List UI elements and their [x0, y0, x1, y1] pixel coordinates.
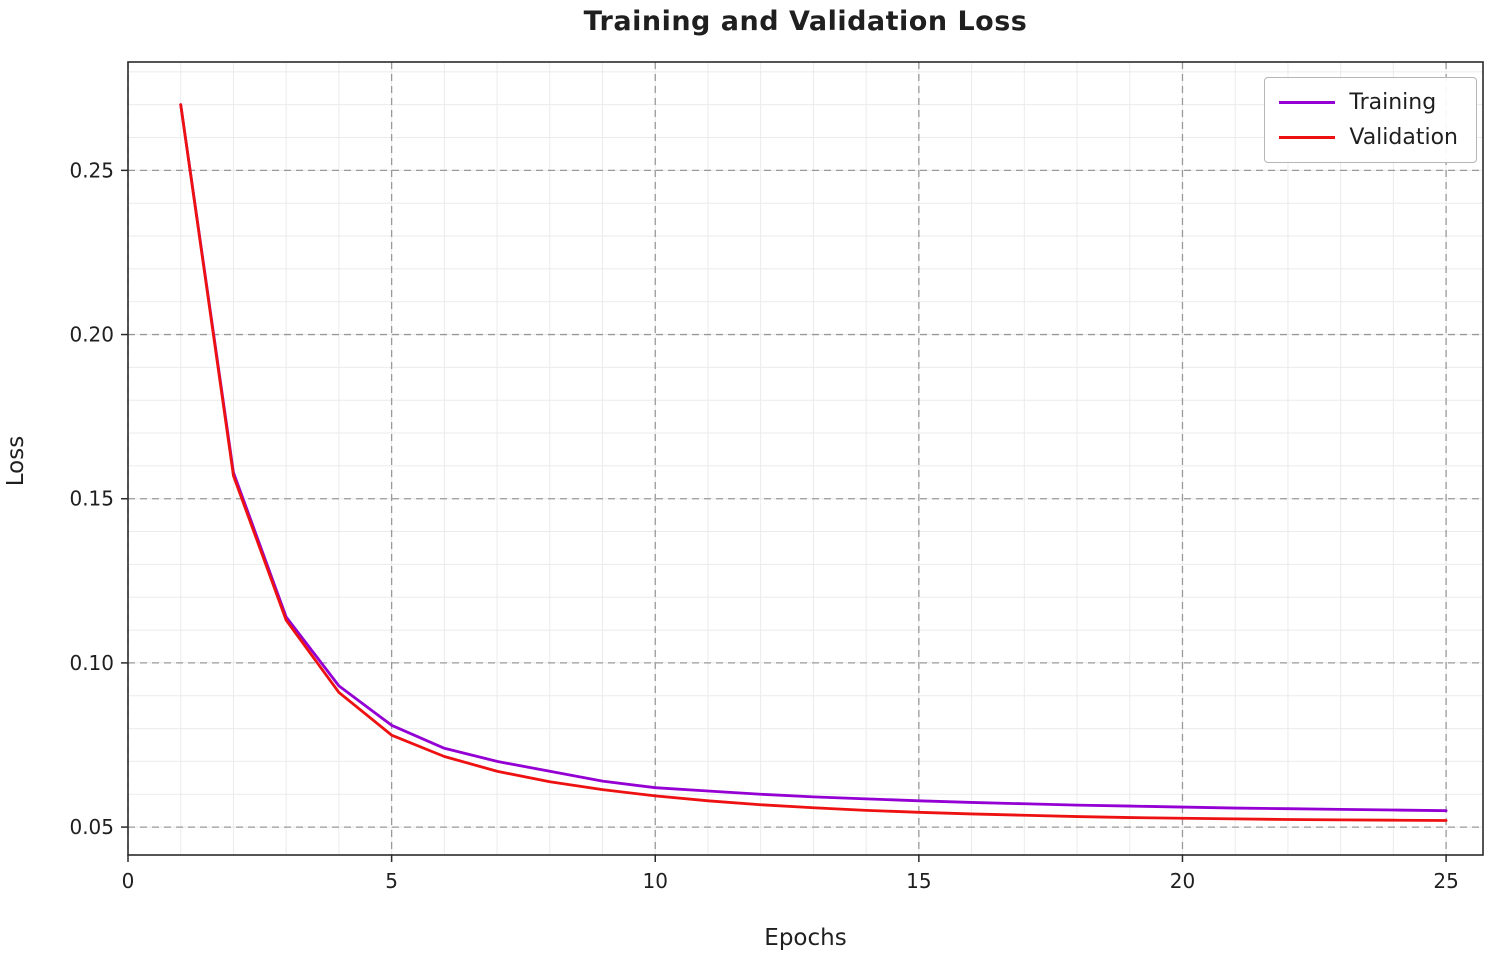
legend-item-validation: Validation — [1279, 125, 1458, 150]
x-tick-label: 15 — [906, 869, 931, 893]
series-line-validation — [179, 103, 1448, 822]
x-axis-label: Epochs — [764, 925, 847, 951]
x-tick-label: 25 — [1433, 869, 1458, 893]
y-tick-label: 0.20 — [69, 323, 114, 347]
x-tick-label: 10 — [643, 869, 668, 893]
y-tick-label: 0.25 — [69, 158, 114, 182]
series-line-training — [179, 103, 1448, 813]
legend-swatch-training — [1279, 101, 1336, 104]
chart-title: Training and Validation Loss — [583, 6, 1028, 37]
x-tick-label: 0 — [122, 869, 135, 893]
axes-spines — [127, 61, 1484, 856]
y-tick-label: 0.15 — [69, 487, 114, 511]
x-tick-label: 5 — [385, 869, 398, 893]
legend-item-training: Training — [1279, 90, 1458, 115]
legend-swatch-validation — [1279, 136, 1336, 139]
x-tick-label: 20 — [1170, 869, 1195, 893]
y-tick-label: 0.10 — [69, 651, 114, 675]
legend-label-training: Training — [1349, 90, 1437, 115]
legend-label-validation: Validation — [1349, 125, 1458, 150]
legend: Training Validation — [1264, 77, 1477, 163]
y-tick-label: 0.05 — [69, 815, 114, 839]
